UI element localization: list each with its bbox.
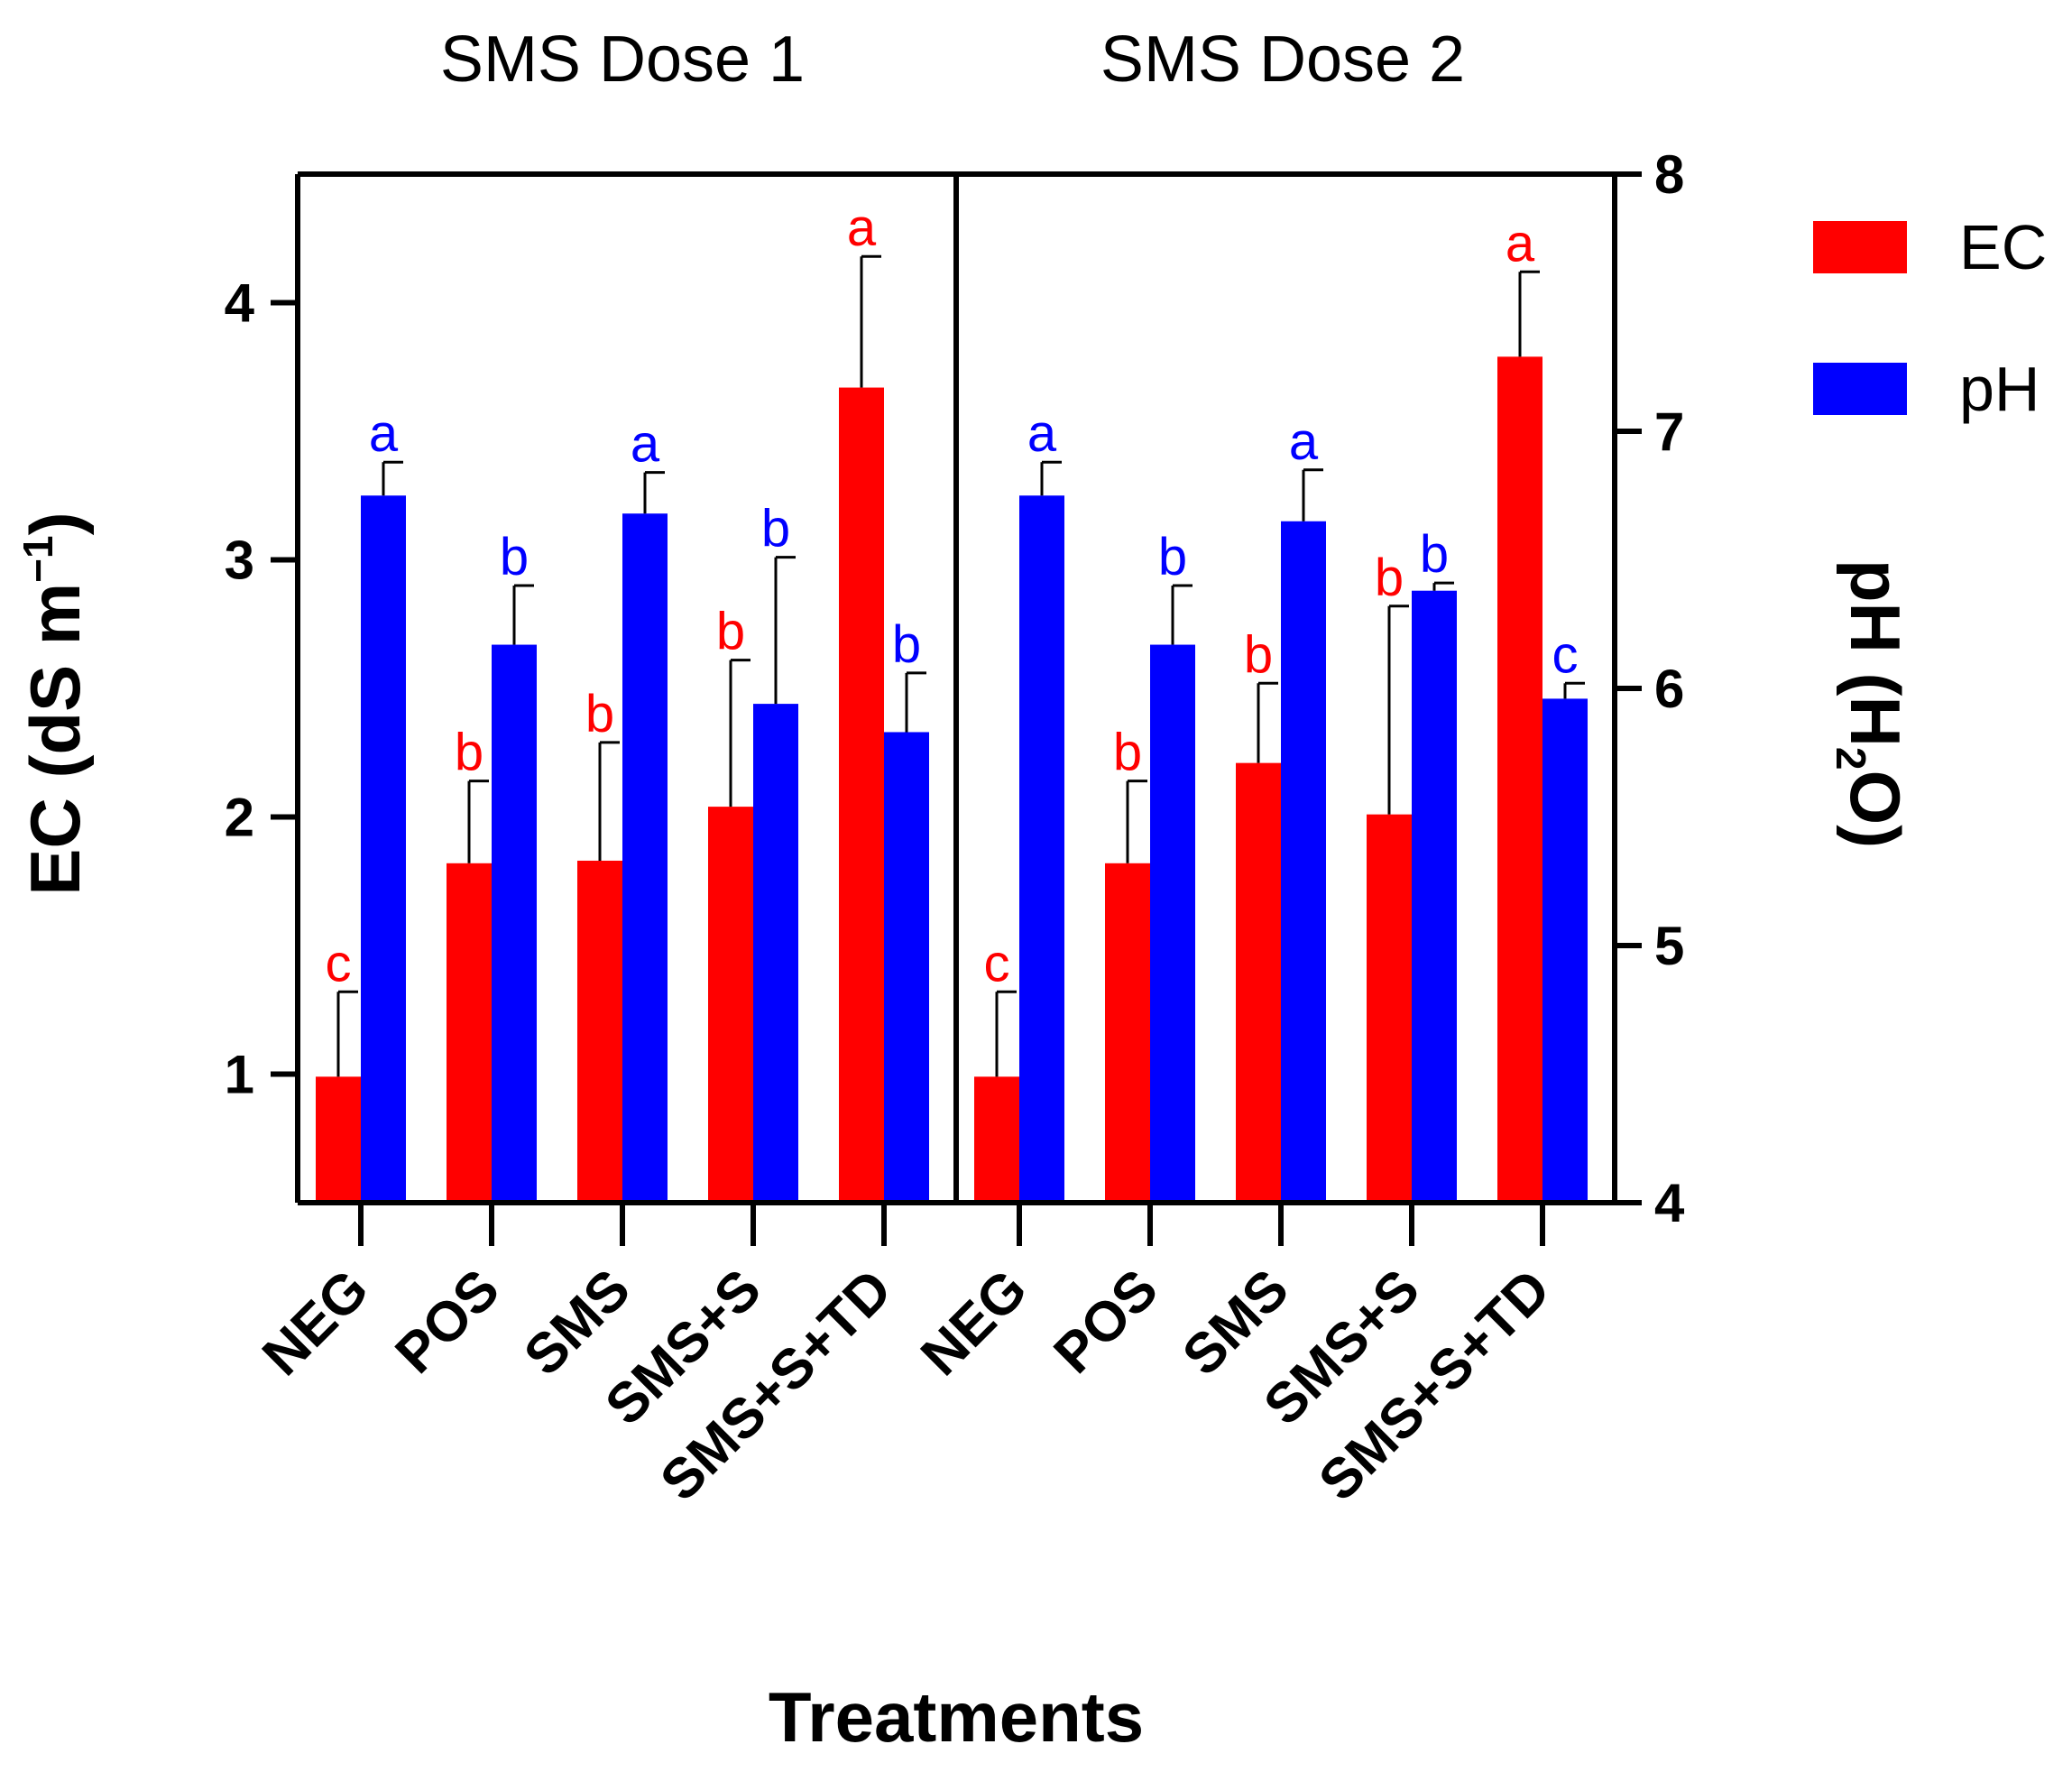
x-tick-label-p1-neg: NEG	[251, 1258, 381, 1388]
y-axis-right-title-tail: O)	[1836, 770, 1915, 848]
right-tick-label-7: 7	[1654, 401, 1684, 462]
left-tick-label-4: 4	[225, 273, 255, 334]
y-axis-right-title-main: pH (H	[1836, 559, 1915, 747]
bar-ec-p2-pos	[1105, 863, 1150, 1203]
y-axis-left-title-main: EC (dS m	[15, 583, 95, 896]
sig-letter-ph-p2-pos: b	[1158, 528, 1187, 586]
sig-letter-ph-p2-sms-s-td: c	[1552, 625, 1579, 684]
bar-ph-p2-pos	[1150, 644, 1195, 1203]
sig-letter-ec-p1-pos: b	[455, 724, 483, 782]
sig-letter-ph-p2-neg: a	[1027, 404, 1057, 463]
bar-ph-p2-sms-s	[1412, 590, 1457, 1203]
sig-letter-ec-p2-pos: b	[1113, 724, 1142, 782]
sig-letter-ec-p2-sms: b	[1244, 625, 1273, 684]
bar-ec-p1-sms	[577, 860, 622, 1203]
sig-letter-ph-p1-pos: b	[500, 528, 529, 586]
bar-ec-p2-sms	[1236, 762, 1281, 1203]
sig-letter-ec-p1-sms: b	[585, 685, 614, 743]
bar-ec-p1-neg	[316, 1076, 361, 1203]
legend-label-ph: pH	[1959, 354, 2040, 424]
right-tick-label-8: 8	[1654, 144, 1684, 205]
sig-letter-ph-p1-neg: a	[369, 404, 399, 463]
bar-ph-p1-sms-s	[753, 704, 798, 1203]
sig-letter-ec-p1-sms-s-td: a	[847, 198, 877, 257]
legend-swatch-ec	[1813, 221, 1907, 273]
left-tick-label-2: 2	[225, 788, 254, 848]
sig-letter-ph-p2-sms-s: b	[1420, 525, 1449, 584]
bar-ph-p2-sms	[1281, 521, 1326, 1203]
y-axis-left-title-sup: −1	[14, 535, 61, 582]
sig-letter-ph-p1-sms-s: b	[761, 500, 790, 558]
x-axis-title: Treatments	[769, 1677, 1144, 1757]
legend: EC pH	[1813, 212, 2047, 424]
bar-ec-p2-neg	[974, 1076, 1019, 1203]
bar-ec-p2-sms-s-td	[1497, 356, 1542, 1204]
x-tick-label-p2-pos: POS	[1043, 1258, 1170, 1385]
left-tick-label-1: 1	[225, 1045, 254, 1105]
bar-ph-p1-pos	[492, 644, 537, 1203]
bar-ec-p1-pos	[447, 863, 492, 1203]
legend-swatch-ph	[1813, 363, 1907, 415]
left-tick-label-3: 3	[225, 531, 254, 591]
sig-letter-ph-p1-sms: a	[631, 415, 660, 474]
bar-ec-p1-sms-s	[708, 807, 753, 1203]
y-axis-right-title: pH (H2O)	[1828, 559, 1915, 848]
x-tick-label-p2-neg: NEG	[909, 1258, 1039, 1388]
sig-letter-ph-p2-sms: a	[1289, 412, 1319, 471]
x-tick-label-p1-pos: POS	[384, 1258, 511, 1385]
right-tick-label-5: 5	[1654, 916, 1684, 976]
sig-letter-ec-p2-sms-s: b	[1375, 549, 1404, 607]
bar-ec-p2-sms-s	[1367, 814, 1412, 1203]
sig-letter-ph-p1-sms-s-td: b	[892, 615, 921, 674]
right-tick-label-4: 4	[1654, 1173, 1685, 1233]
y-axis-left-title: EC (dS m−1)	[14, 512, 95, 895]
sig-letter-ec-p1-sms-s: b	[716, 603, 745, 661]
bar-ph-p1-neg	[361, 495, 406, 1203]
sig-letter-ec-p1-neg: c	[326, 934, 352, 992]
legend-label-ec: EC	[1959, 212, 2047, 282]
bar-ph-p2-sms-s-td	[1542, 698, 1588, 1203]
panel-title-dose-2: SMS Dose 2	[1100, 23, 1465, 96]
panel-title-dose-1: SMS Dose 1	[440, 23, 805, 96]
sig-letter-ec-p2-sms-s-td: a	[1506, 214, 1535, 272]
bar-ph-p1-sms	[622, 513, 668, 1203]
bar-ph-p1-sms-s-td	[884, 732, 929, 1203]
bar-ph-p2-neg	[1019, 495, 1064, 1203]
sig-letter-ec-p2-neg: c	[984, 934, 1010, 992]
bar-ec-p1-sms-s-td	[839, 387, 884, 1203]
y-axis-right-title-sub: 2	[1828, 747, 1874, 771]
right-tick-label-6: 6	[1654, 659, 1684, 719]
y-axis-left-title-tail: )	[15, 512, 95, 535]
